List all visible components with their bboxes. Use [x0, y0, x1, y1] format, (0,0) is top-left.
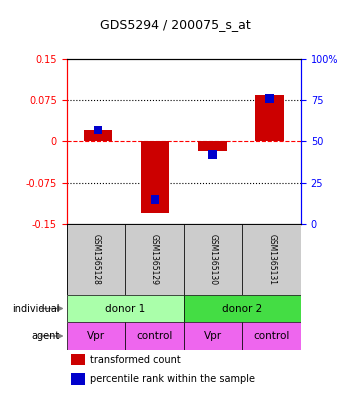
Bar: [66, 322, 125, 350]
Text: control: control: [136, 331, 173, 341]
Text: Vpr: Vpr: [87, 331, 105, 341]
Bar: [242, 322, 301, 350]
Bar: [255, 95, 284, 141]
Text: GSM1365130: GSM1365130: [209, 234, 218, 285]
Text: control: control: [253, 331, 290, 341]
Bar: [94, 125, 102, 134]
Bar: [151, 195, 160, 204]
Bar: [125, 224, 184, 295]
Bar: [198, 141, 227, 151]
Text: individual: individual: [12, 303, 60, 314]
Bar: [265, 94, 274, 103]
Text: GSM1365128: GSM1365128: [91, 234, 100, 285]
Text: agent: agent: [31, 331, 60, 341]
Bar: [66, 295, 184, 322]
Bar: [66, 224, 125, 295]
Bar: [184, 295, 301, 322]
Bar: [242, 224, 301, 295]
Bar: [71, 373, 85, 385]
Bar: [71, 354, 85, 365]
Text: transformed count: transformed count: [90, 354, 181, 365]
Text: GDS5294 / 200075_s_at: GDS5294 / 200075_s_at: [100, 18, 250, 31]
Bar: [125, 322, 184, 350]
Bar: [141, 141, 169, 213]
Text: GSM1365131: GSM1365131: [267, 234, 276, 285]
Text: donor 1: donor 1: [105, 303, 145, 314]
Bar: [84, 130, 112, 141]
Text: donor 2: donor 2: [222, 303, 262, 314]
Bar: [208, 150, 217, 159]
Text: Vpr: Vpr: [204, 331, 222, 341]
Bar: [184, 224, 242, 295]
Bar: [184, 322, 242, 350]
Text: percentile rank within the sample: percentile rank within the sample: [90, 374, 255, 384]
Text: GSM1365129: GSM1365129: [150, 234, 159, 285]
